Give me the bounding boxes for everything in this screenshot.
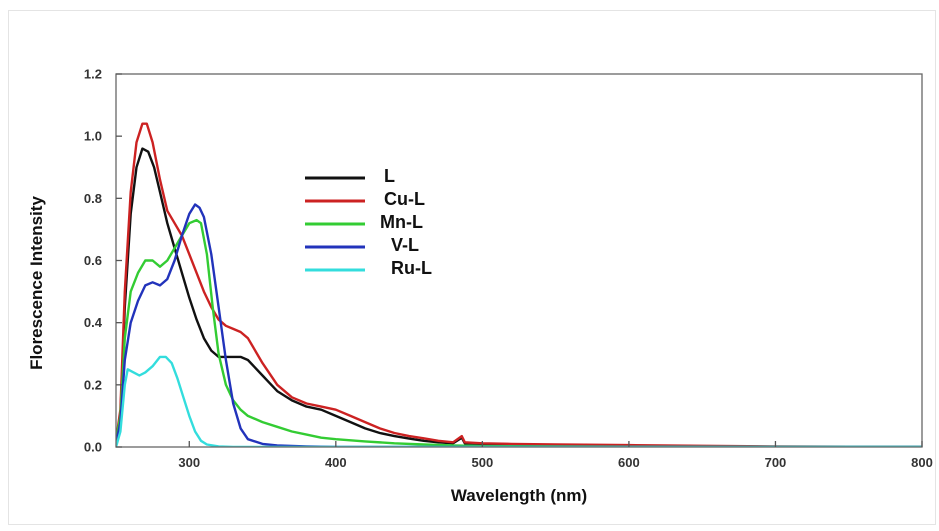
series-line-mn-l bbox=[116, 218, 922, 447]
axes: 0.0 0.2 0.4 0.6 0.8 1.0 1.2 300 400 500 600 700 800 bbox=[84, 67, 933, 471]
series-line-ru-l bbox=[116, 355, 922, 447]
x-tick-label: 800 bbox=[911, 455, 933, 470]
y-tick-label: 1.2 bbox=[84, 67, 102, 82]
legend-label-mn-l: Mn-L bbox=[380, 212, 423, 232]
y-tick-label: 1.0 bbox=[84, 129, 102, 144]
y-axis-title: Florescence Intensity bbox=[27, 196, 46, 370]
legend: L Cu-L Mn-L V-L Ru-L bbox=[305, 166, 432, 278]
series-line-cu-l bbox=[116, 122, 922, 447]
legend-label-ru-l: Ru-L bbox=[391, 258, 432, 278]
y-tick-label: 0.0 bbox=[84, 440, 102, 455]
y-tick-label: 0.2 bbox=[84, 377, 102, 392]
y-tick-label: 0.6 bbox=[84, 253, 102, 268]
x-tick-label: 300 bbox=[178, 455, 200, 470]
series-line-v-l bbox=[116, 203, 922, 447]
x-tick-label: 700 bbox=[765, 455, 787, 470]
legend-label-v-l: V-L bbox=[391, 235, 419, 255]
y-tick-label: 0.4 bbox=[84, 315, 103, 330]
x-tick-label: 600 bbox=[618, 455, 640, 470]
x-tick-label: 400 bbox=[325, 455, 347, 470]
chart-frame bbox=[8, 10, 936, 525]
legend-label-l: L bbox=[384, 166, 395, 186]
x-tick-label: 500 bbox=[472, 455, 494, 470]
plot-area bbox=[116, 122, 922, 447]
y-tick-label: 0.8 bbox=[84, 191, 102, 206]
legend-label-cu-l: Cu-L bbox=[384, 189, 425, 209]
x-axis-title: Wavelength (nm) bbox=[451, 486, 587, 505]
plot-border bbox=[115, 73, 923, 448]
series-line-l bbox=[116, 147, 922, 447]
